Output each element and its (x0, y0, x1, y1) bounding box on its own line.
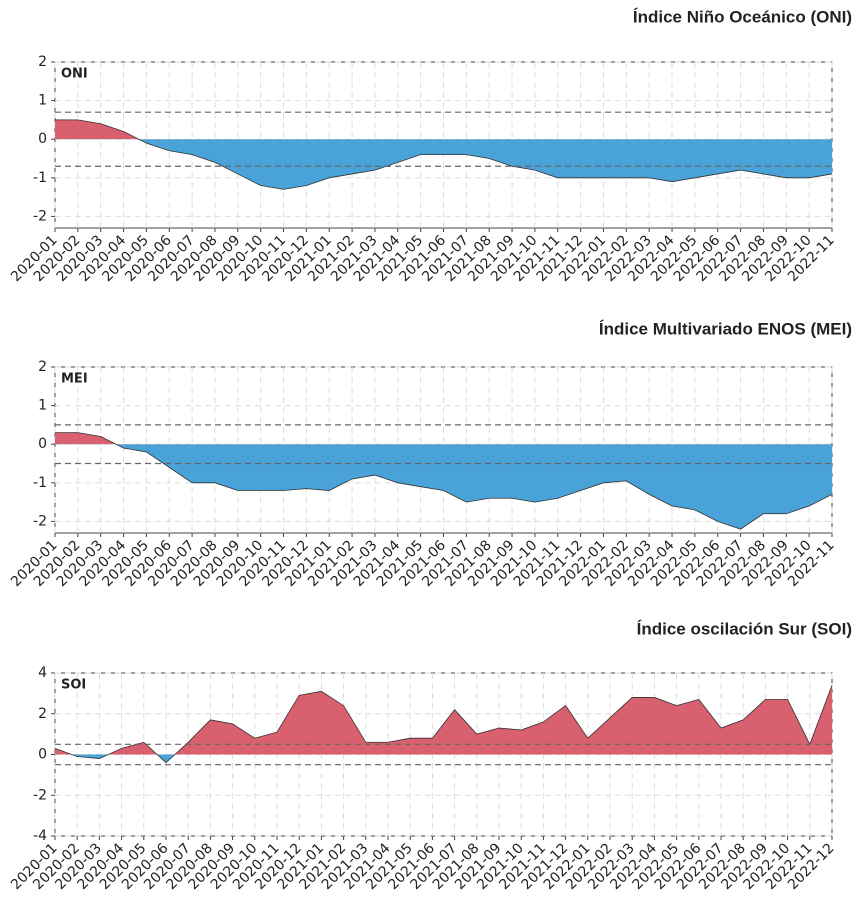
y-tick-label: 1 (38, 93, 47, 109)
series-label: MEI (61, 372, 88, 387)
area-negative (115, 444, 832, 530)
area-negative (138, 139, 832, 190)
series-label: SOI (61, 678, 86, 693)
y-tick-label: 2 (38, 359, 47, 375)
y-tick-label: 2 (38, 54, 47, 70)
area-positive (55, 119, 832, 140)
y-tick-label: 2 (38, 706, 47, 722)
series-label: ONI (61, 67, 88, 82)
y-tick-label: -1 (33, 170, 47, 186)
chart-title: Índice oscilación Sur (SOI) (637, 619, 852, 638)
area-positive (55, 685, 832, 755)
line (54, 685, 833, 764)
y-tick-label: -2 (33, 513, 47, 529)
y-tick-label: 4 (38, 665, 47, 681)
line (55, 432, 833, 530)
y-tick-label: -4 (33, 828, 47, 844)
y-tick-label: 0 (38, 131, 47, 147)
y-tick-label: -2 (33, 787, 47, 803)
y-tick-label: -1 (33, 475, 47, 491)
y-tick-label: 1 (38, 398, 47, 414)
line (55, 119, 833, 190)
y-tick-label: 0 (38, 747, 47, 763)
y-tick-label: -2 (33, 208, 47, 224)
chart-title: Índice Niño Oceánico (ONI) (633, 7, 852, 26)
y-tick-label: 0 (38, 436, 47, 452)
chart-title: Índice Multivariado ENOS (MEI) (599, 319, 852, 338)
